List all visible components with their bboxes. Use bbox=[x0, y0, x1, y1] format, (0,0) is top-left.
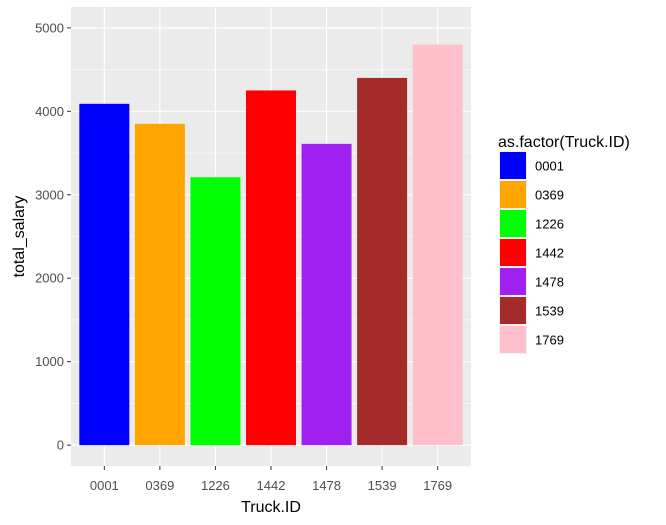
bar-1226 bbox=[190, 177, 241, 446]
legend-swatch-1769 bbox=[500, 326, 526, 353]
y-tick-label: 2000 bbox=[35, 271, 64, 286]
x-tick-label: 1769 bbox=[423, 478, 452, 493]
legend-label: 0369 bbox=[535, 188, 564, 203]
legend-label: 1478 bbox=[535, 275, 564, 290]
legend-swatch-0369 bbox=[500, 181, 526, 208]
x-tick-label: 0369 bbox=[145, 478, 174, 493]
y-axis-title: total_salary bbox=[11, 196, 28, 278]
legend: as.factor(Truck.ID) 0001 0369 1226 1442 1478… bbox=[498, 134, 630, 354]
legend-label: 0001 bbox=[535, 159, 564, 174]
y-tick-label: 5000 bbox=[35, 20, 64, 35]
bar-0369 bbox=[134, 123, 185, 446]
x-tick-label: 1478 bbox=[312, 478, 341, 493]
bar-1442 bbox=[246, 90, 296, 446]
legend-swatch-1442 bbox=[500, 239, 526, 266]
x-tick-label: 1539 bbox=[368, 478, 397, 493]
legend-swatch-1478 bbox=[500, 268, 526, 295]
y-tick-label: 4000 bbox=[35, 104, 64, 119]
y-axis-ticks: 0 1000 2000 3000 4000 5000 bbox=[35, 20, 71, 453]
x-axis-title: Truck.ID bbox=[241, 499, 301, 516]
legend-label: 1226 bbox=[535, 217, 564, 232]
y-tick-label: 3000 bbox=[35, 187, 64, 202]
legend-title: as.factor(Truck.ID) bbox=[498, 134, 630, 151]
bar-0001 bbox=[79, 103, 130, 446]
legend-label: 1769 bbox=[535, 333, 564, 348]
bar-1478 bbox=[301, 143, 352, 446]
y-tick-label: 1000 bbox=[35, 354, 64, 369]
x-axis-ticks: 0001 0369 1226 1442 1478 1539 1769 bbox=[90, 466, 452, 493]
bar-1539 bbox=[357, 77, 408, 446]
y-tick-label: 0 bbox=[57, 438, 64, 453]
bar-1769 bbox=[412, 44, 463, 446]
legend-label: 1442 bbox=[535, 246, 564, 261]
legend-items: 0001 0369 1226 1442 1478 1539 1769 bbox=[499, 151, 564, 354]
x-tick-label: 1226 bbox=[201, 478, 230, 493]
legend-label: 1539 bbox=[535, 304, 564, 319]
x-tick-label: 0001 bbox=[90, 478, 119, 493]
bars bbox=[79, 44, 463, 446]
x-tick-label: 1442 bbox=[257, 478, 286, 493]
legend-swatch-0001 bbox=[500, 152, 526, 179]
legend-swatch-1539 bbox=[500, 297, 526, 324]
legend-swatch-1226 bbox=[500, 210, 526, 237]
